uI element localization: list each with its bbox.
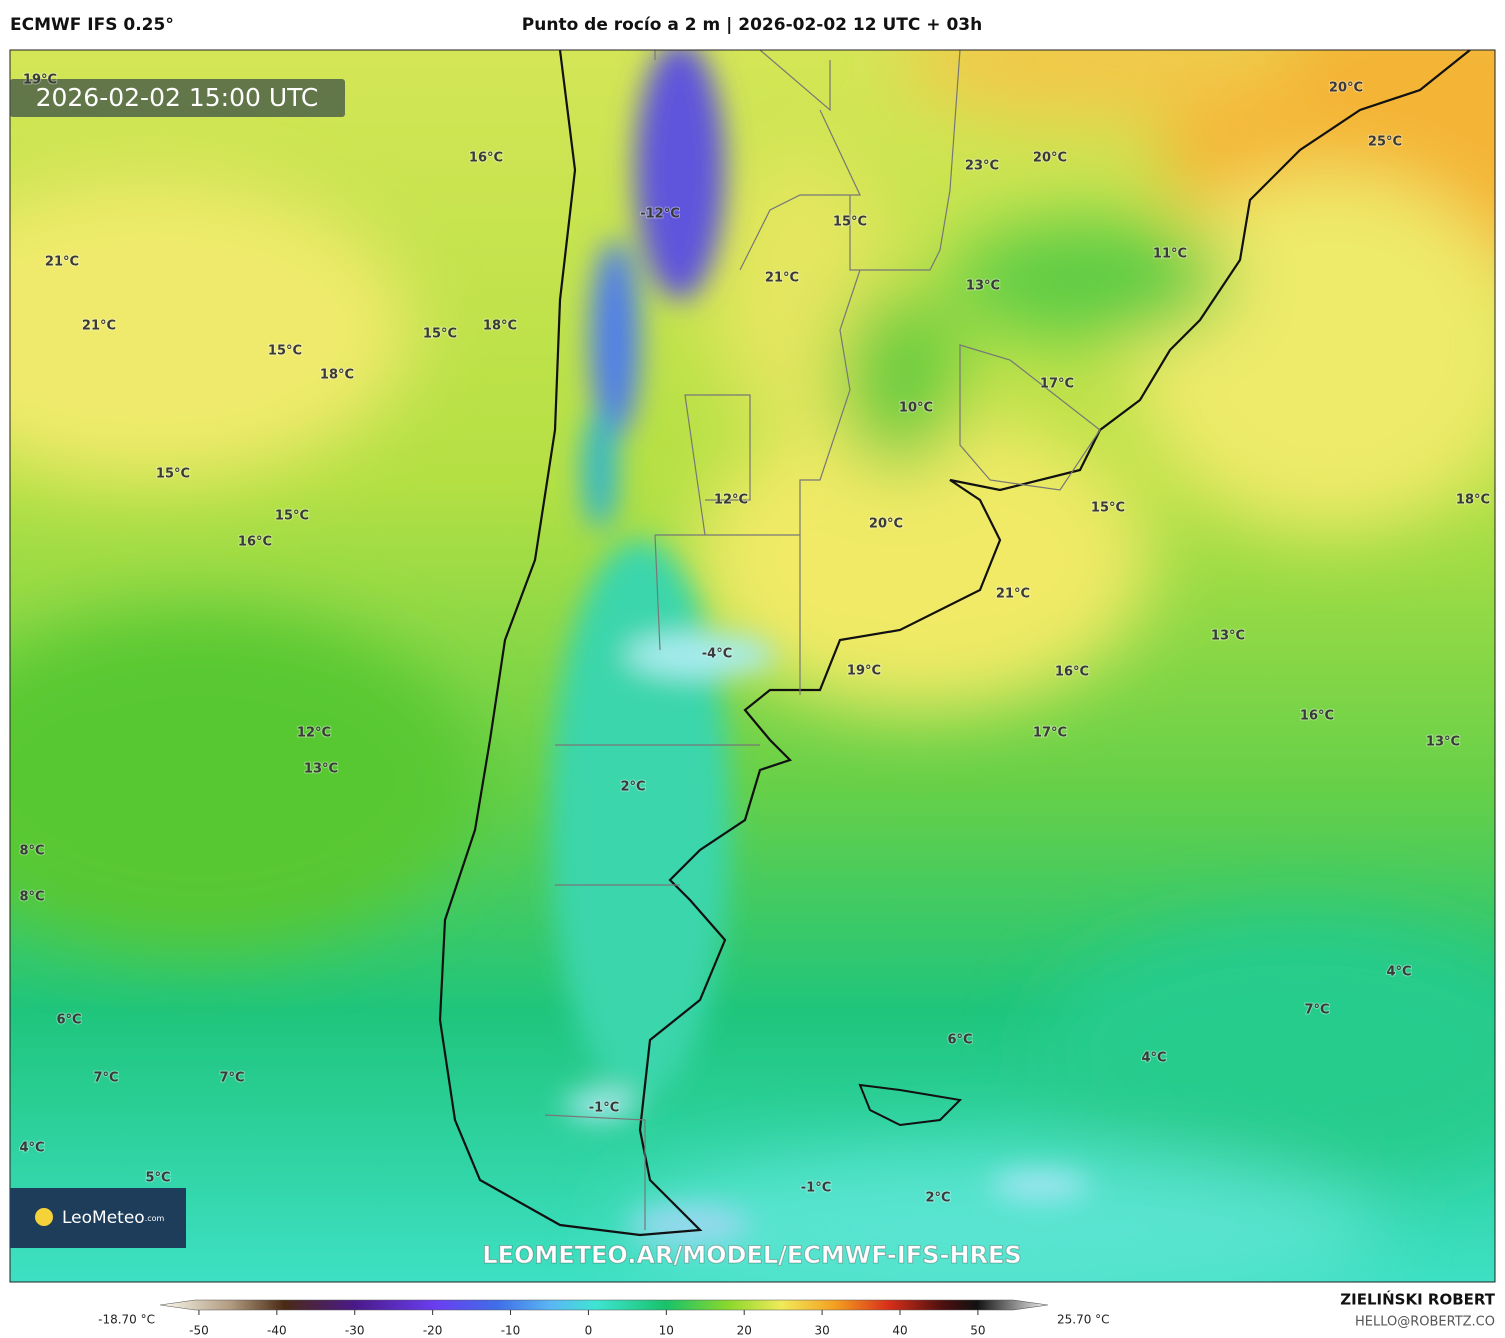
contour-label: 2°C: [620, 780, 645, 795]
contour-label: 21°C: [45, 255, 79, 270]
contour-label: 17°C: [1033, 726, 1067, 741]
contour-label: 10°C: [899, 401, 933, 416]
contour-label: 25°C: [1368, 135, 1402, 150]
colorbar-tick-label: -40: [267, 1324, 287, 1338]
contour-label: 6°C: [947, 1033, 972, 1048]
contour-label: 15°C: [423, 327, 457, 342]
contour-label: 13°C: [966, 279, 1000, 294]
map-area: [10, 50, 1495, 1282]
contour-label: 11°C: [1153, 247, 1187, 262]
contour-label: 4°C: [1386, 965, 1411, 980]
colorbar-ramp: [159, 1299, 1049, 1311]
contour-label: 7°C: [219, 1071, 244, 1086]
contour-label: 17°C: [1040, 377, 1074, 392]
colorbar-tick-label: -10: [501, 1324, 521, 1338]
contour-label: 20°C: [1329, 81, 1363, 96]
contour-label: 15°C: [1091, 501, 1125, 516]
contour-label: 7°C: [1304, 1003, 1329, 1018]
contour-label: 2°C: [925, 1191, 950, 1206]
author: ZIELIŃSKI ROBERT: [1340, 1290, 1495, 1309]
timestamp-box: [10, 79, 345, 117]
colorbar-tick-label: 40: [892, 1324, 907, 1338]
contour-label: 21°C: [996, 587, 1030, 602]
colorbar-tick-label: 50: [970, 1324, 985, 1338]
map-frame: [9, 49, 1496, 1283]
contour-label: 19°C: [847, 664, 881, 679]
borders: [544, 50, 1101, 1230]
contact: HELLO@ROBERTZ.CO: [1355, 1315, 1495, 1330]
contour-label: 13°C: [304, 762, 338, 777]
contour-label: 12°C: [714, 493, 748, 508]
contour-label: 18°C: [483, 319, 517, 334]
contour-label: 23°C: [965, 159, 999, 174]
contour-label: 8°C: [19, 844, 44, 859]
contour-label: 12°C: [297, 726, 331, 741]
contour-label: -1°C: [801, 1181, 831, 1196]
colorbar-tick-label: -50: [189, 1324, 209, 1338]
contour-label: 4°C: [1141, 1051, 1166, 1066]
contour-label: -12°C: [640, 207, 680, 222]
colorbar-tick-label: 30: [814, 1324, 829, 1338]
contour-label: 15°C: [268, 344, 302, 359]
contour-label: 8°C: [19, 890, 44, 905]
contour-label: 15°C: [275, 509, 309, 524]
colorbar-tick-label: 20: [737, 1324, 752, 1338]
contour-labels: 19°C 16°C -12°C 21°C 21°C 15°C 18°C 15°C 18°C 15°…: [18, 72, 1491, 1207]
contour-label: 4°C: [19, 1141, 44, 1156]
contour-label: 16°C: [1300, 709, 1334, 724]
colorbar-min: -18.70 °C: [98, 1313, 155, 1327]
colorbar-tick-label: -30: [345, 1324, 365, 1338]
model-name: ECMWF IFS 0.25°: [10, 15, 174, 35]
contour-label: 7°C: [93, 1071, 118, 1086]
logo-sun: [35, 1208, 53, 1226]
contour-label: 20°C: [1033, 151, 1067, 166]
andes-shading: [550, 50, 1090, 1245]
islands: [858, 1083, 963, 1127]
watermark: LEOMETEO.AR/MODEL/ECMWF-IFS-HRES: [482, 1241, 1021, 1269]
coastline: [438, 50, 1471, 1237]
logo-text: LeoMeteo.com: [62, 1208, 165, 1228]
contour-label: 21°C: [765, 271, 799, 286]
contour-label: 21°C: [82, 319, 116, 334]
contour-label: 18°C: [320, 368, 354, 383]
contour-label: 15°C: [156, 467, 190, 482]
contour-label: 13°C: [1426, 735, 1460, 750]
map-title: Punto de rocío a 2 m | 2026-02-02 12 UTC…: [522, 15, 982, 35]
colorbar-max: 25.70 °C: [1057, 1313, 1110, 1327]
field-shading: [10, 50, 1495, 1282]
contour-label: 20°C: [869, 517, 903, 532]
contour-label: 13°C: [1211, 629, 1245, 644]
contour-label: 19°C: [23, 73, 57, 88]
contour-label: 18°C: [1456, 493, 1490, 508]
colorbar: -18.70 °C 25.70 °C -50 -40 -30 -20 -10 0 10 20 3…: [98, 1299, 1110, 1338]
timestamp: 2026-02-02 15:00 UTC: [36, 83, 319, 112]
contour-label: 15°C: [833, 215, 867, 230]
colorbar-tick-label: 0: [585, 1324, 593, 1338]
colorbar-tick-label: 10: [659, 1324, 674, 1338]
contour-label: 16°C: [238, 535, 272, 550]
colorbar-tick-label: -20: [423, 1324, 443, 1338]
contour-label: 5°C: [145, 1171, 170, 1186]
contour-label: -1°C: [589, 1101, 619, 1116]
contour-label: 16°C: [469, 151, 503, 166]
contour-label: -4°C: [702, 647, 732, 662]
contour-label: 16°C: [1055, 665, 1089, 680]
contour-label: 6°C: [56, 1013, 81, 1028]
